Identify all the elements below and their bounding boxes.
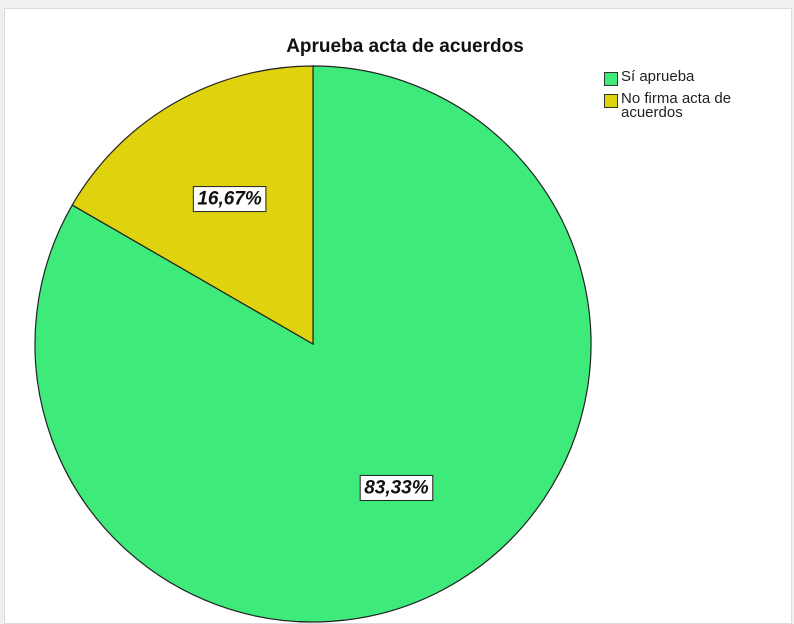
data-label-text: 16,67% xyxy=(197,189,262,210)
data-label: 16,67% xyxy=(192,186,267,213)
pie-slice xyxy=(71,65,314,346)
legend-swatch xyxy=(604,94,618,108)
data-label-box xyxy=(359,474,434,501)
data-label: 83,33% xyxy=(359,474,434,501)
legend-item: Sí aprueba xyxy=(604,68,774,86)
chart-title: Aprueba acta de acuerdos xyxy=(286,36,524,57)
legend-label: No firma acta de acuerdos xyxy=(621,90,732,121)
legend-swatch xyxy=(604,72,618,86)
legend-label: Sí aprueba xyxy=(621,68,695,85)
legend-item: No firma acta de acuerdos xyxy=(604,90,774,121)
legend: Sí aprueba No firma acta de acuerdos xyxy=(604,68,774,126)
data-label-text: 83,33% xyxy=(364,477,429,498)
data-label-box xyxy=(192,186,267,213)
